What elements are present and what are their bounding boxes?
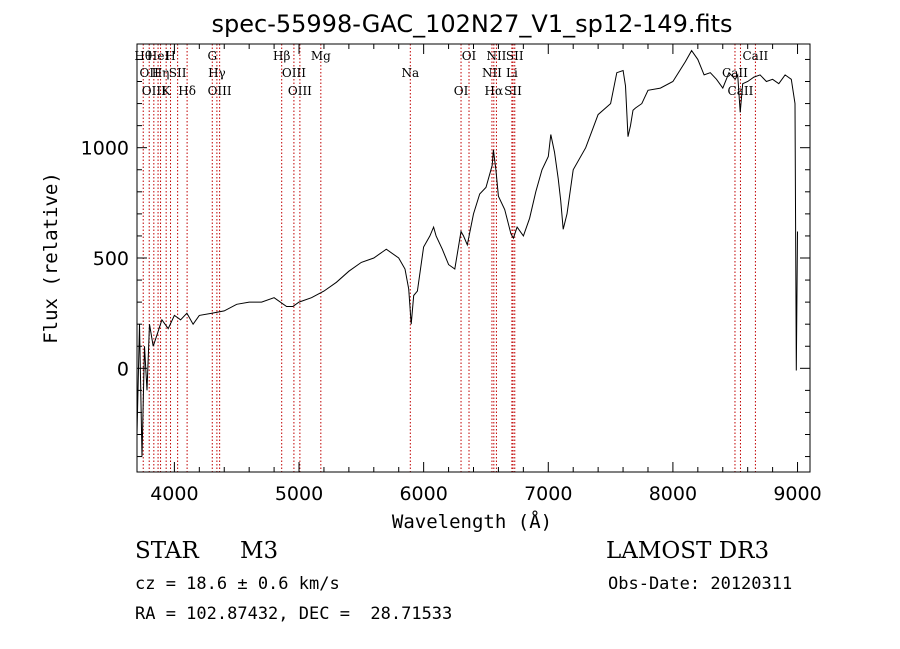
line-label: Li	[506, 66, 518, 80]
sky-coordinates: RA = 102.87432, DEC = 28.71533	[135, 604, 453, 624]
y-tick-label: 1000	[81, 138, 129, 160]
x-tick-label: 8000	[649, 483, 697, 505]
redshift-velocity: cz = 18.6 ± 0.6 km/s	[135, 574, 340, 594]
line-label: SII	[504, 84, 522, 98]
line-label: OIII	[208, 84, 232, 98]
line-label: Hδ	[178, 84, 196, 98]
line-label: Na	[401, 66, 419, 80]
survey-name: LAMOST DR3	[606, 538, 770, 564]
plot-frame	[136, 43, 811, 473]
line-label: G	[207, 49, 217, 63]
object-class: STAR	[135, 538, 199, 564]
line-label: OIII	[282, 66, 306, 80]
line-label: H	[165, 49, 175, 63]
line-label: OIII	[142, 84, 166, 98]
line-label: OIII	[288, 84, 312, 98]
x-tick-label: 4000	[150, 483, 198, 505]
x-tick-label: 5000	[275, 483, 323, 505]
y-tick-label: 0	[117, 358, 129, 380]
line-label: Hβ	[273, 49, 290, 63]
line-label: Hη	[152, 66, 170, 80]
x-tick-label: 7000	[524, 483, 572, 505]
x-tick-label: 9000	[773, 483, 821, 505]
x-axis-label: Wavelength (Å)	[392, 510, 552, 533]
line-label: CaII	[728, 84, 754, 98]
observation-date: Obs-Date: 20120311	[608, 574, 793, 594]
line-label: HeI	[147, 49, 170, 63]
emission-line-markers	[142, 44, 756, 472]
line-label: Mg	[311, 49, 331, 63]
line-label: Hγ	[208, 66, 226, 80]
line-label: OI	[462, 49, 477, 63]
line-label: CaII	[742, 49, 768, 63]
x-tick-label: 6000	[399, 483, 447, 505]
line-label: K	[162, 84, 172, 98]
line-label: NII	[486, 49, 506, 63]
line-label: CaII	[722, 66, 748, 80]
y-axis-label: Flux (relative)	[40, 172, 62, 344]
y-tick-label: 500	[93, 248, 129, 270]
line-label: NII	[482, 66, 502, 80]
axis-ticks	[137, 44, 810, 472]
object-subclass: M3	[240, 538, 279, 564]
axis-tick-labels: 4000 5000 6000 7000 8000 9000 0 500 1000	[81, 138, 822, 505]
emission-line-labels: HθOIIOIIIHeIHηKHSIIHδGHγOIIIHβOIIIOIIIMg…	[134, 49, 768, 98]
line-label: OII	[140, 66, 160, 80]
line-label: SII	[169, 66, 187, 80]
line-label: Hα	[485, 84, 504, 98]
line-label: OI	[454, 84, 469, 98]
spectrum-series-line	[136, 49, 798, 457]
line-label: SII	[506, 49, 524, 63]
chart-title: spec-55998-GAC_102N27_V1_sp12-149.fits	[212, 10, 733, 38]
